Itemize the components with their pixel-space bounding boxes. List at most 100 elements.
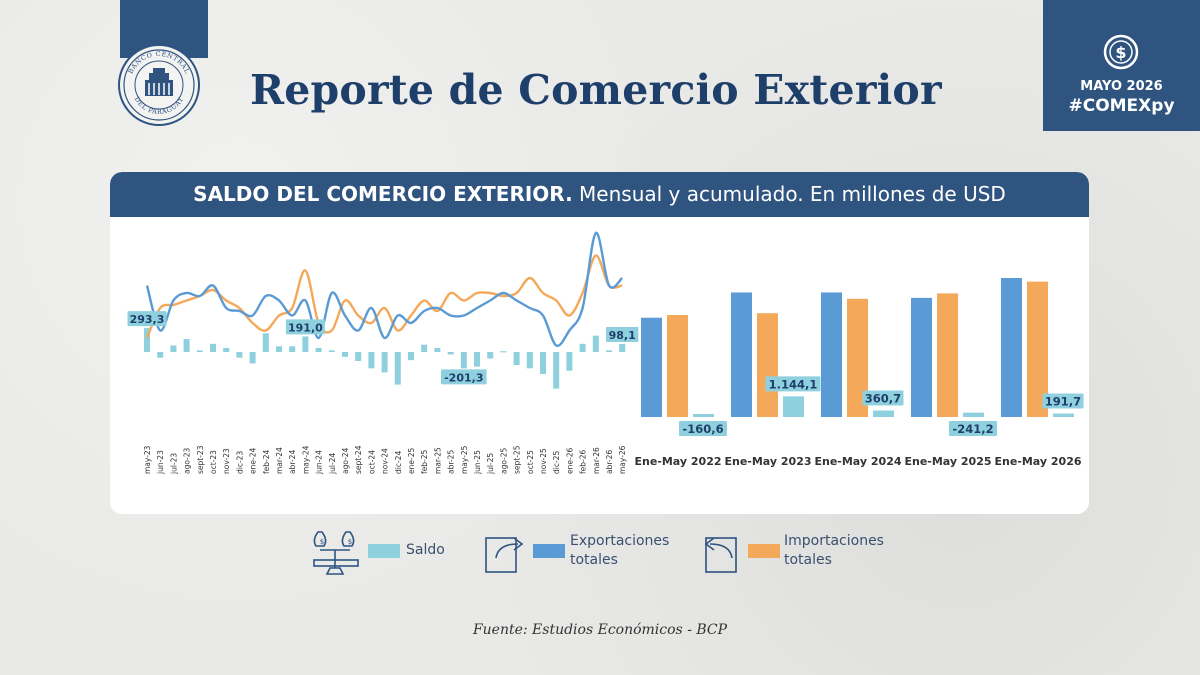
exportaciones-monthly-line (145, 231, 624, 348)
saldo-monthly-label-bg (127, 311, 167, 327)
saldo-monthly-bar (236, 352, 243, 358)
importaciones-cumulative-bar (937, 293, 958, 417)
saldo-monthly-label-bg (441, 369, 487, 385)
saldo-monthly-bar (328, 350, 335, 352)
saldo-monthly-bar (144, 328, 150, 352)
saldo-cumulative-label-text: -160,6 (682, 422, 723, 436)
legend-label-importaciones: Importaciones totales (784, 532, 884, 570)
saldo-monthly-bar (553, 352, 560, 389)
monthly-tick-label: ene-26 (565, 448, 574, 474)
legend-label-exportaciones-line1: Exportaciones (570, 533, 670, 549)
saldo-monthly-bar (157, 352, 164, 358)
saldo-monthly-bar (381, 352, 388, 373)
importaciones-swatch (748, 544, 780, 558)
monthly-tick-label: ago-24 (341, 447, 350, 474)
monthly-tick-label: ago-23 (183, 447, 192, 474)
monthly-tick-label: jul-24 (328, 453, 337, 475)
source-note: Fuente: Estudios Económicos - BCP (472, 622, 728, 638)
legend-item-importaciones: Importaciones totales (696, 528, 896, 584)
exportaciones-cumulative-bar (911, 297, 932, 417)
saldo-monthly-label-text: 98,1 (609, 329, 636, 342)
saldo-monthly-bar (289, 346, 296, 352)
saldo-cumulative-bar (783, 396, 804, 417)
cumulative-category-label: Ene-May 2022 (634, 455, 721, 468)
chart-card-header: SALDO DEL COMERCIO EXTERIOR. Mensual y a… (110, 172, 1089, 217)
importaciones-cumulative-bar (1027, 281, 1048, 417)
svg-text:$: $ (320, 538, 324, 546)
saldo-cumulative-data-label: 1.144,1 (765, 376, 821, 392)
saldo-monthly-bar (500, 351, 507, 353)
saldo-monthly-bar (276, 346, 282, 352)
exportaciones-cumulative-bar (731, 292, 752, 417)
saldo-monthly-data-label: 191,0 (285, 319, 325, 335)
monthly-tick-label: jul-23 (169, 453, 178, 475)
monthly-tick-label: jun-25 (473, 450, 482, 475)
hashtag: #COMEXpy (1068, 96, 1175, 116)
saldo-cumulative-label-text: 1.144,1 (769, 377, 818, 391)
saldo-cumulative-bar (693, 414, 714, 417)
saldo-monthly-data-label: -201,3 (441, 369, 487, 385)
saldo-monthly-bar (526, 352, 533, 369)
saldo-monthly-bar (262, 333, 269, 352)
saldo-monthly-bar (342, 352, 348, 357)
monthly-tick-label: sept-24 (354, 445, 363, 474)
exportaciones-cumulative-bar (641, 317, 662, 417)
exportaciones-cumulative-bar (821, 292, 842, 417)
monthly-tick-label: may-25 (460, 445, 469, 474)
monthly-tick-label: jun-24 (315, 450, 324, 475)
monthly-tick-label: mar-26 (592, 447, 601, 474)
saldo-monthly-bar (606, 350, 612, 352)
saldo-cumulative-label-bg (765, 376, 821, 392)
importaciones-cumulative-bar (667, 315, 688, 417)
monthly-tick-label: may-23 (143, 445, 152, 474)
saldo-monthly-bar (592, 335, 599, 352)
saldo-monthly-bar (513, 352, 520, 366)
saldo-monthly-bar (315, 347, 322, 352)
saldo-monthly-data-label: 98,1 (606, 327, 639, 343)
legend-label-importaciones-line2: totales (784, 552, 832, 568)
legend-label-exportaciones: Exportaciones totales (570, 532, 669, 570)
dollar-coin-icon: $ (1103, 34, 1139, 70)
bank-building-icon: BANCO CENTRAL DEL PARAGUAY (123, 49, 195, 121)
monthly-tick-label: ene-24 (249, 448, 258, 474)
monthly-tick-label: mar-24 (275, 447, 284, 474)
exportaciones-swatch (533, 544, 565, 558)
saldo-monthly-bar (619, 344, 626, 352)
legend-label-importaciones-line1: Importaciones (784, 533, 884, 549)
saldo-monthly-bar (183, 338, 190, 352)
import-arrow-icon (704, 537, 737, 573)
saldo-cumulative-data-label: -241,2 (949, 421, 997, 436)
saldo-cumulative-bar (1053, 413, 1074, 417)
monthly-tick-label: ene-25 (407, 448, 416, 474)
importaciones-monthly-line (145, 254, 623, 339)
saldo-swatch (368, 544, 400, 558)
monthly-tick-label: jul-25 (486, 453, 495, 475)
svg-text:$: $ (1115, 43, 1126, 62)
saldo-monthly-label-text: 293,3 (130, 313, 165, 326)
saldo-monthly-bar (447, 352, 454, 355)
monthly-tick-label: dic-24 (394, 451, 403, 474)
monthly-tick-label: jun-23 (156, 450, 165, 475)
monthly-tick-label: oct-23 (209, 450, 218, 474)
saldo-cumulative-bar (963, 412, 984, 417)
cumulative-category-label: Ene-May 2025 (904, 455, 991, 468)
saldo-monthly-bar (579, 343, 586, 352)
bcp-logo: BANCO CENTRAL DEL PARAGUAY (118, 44, 200, 126)
saldo-monthly-bar (368, 352, 375, 369)
saldo-monthly-bar (408, 352, 414, 361)
monthly-tick-label: dic-23 (235, 451, 244, 474)
monthly-tick-label: abr-24 (288, 450, 297, 474)
saldo-cumulative-bar (873, 410, 894, 417)
cumulative-category-label: Ene-May 2023 (724, 455, 811, 468)
cumulative-category-label: Ene-May 2024 (814, 455, 901, 468)
saldo-monthly-bar (487, 352, 494, 359)
saldo-cumulative-label-text: -241,2 (952, 422, 993, 436)
monthly-tick-label: sept-25 (513, 445, 522, 474)
legend-item-exportaciones: Exportaciones totales (482, 528, 682, 584)
monthly-tick-label: abr-25 (447, 450, 456, 474)
saldo-cumulative-label-text: 191,7 (1045, 395, 1081, 409)
monthly-tick-label: nov-25 (539, 448, 548, 474)
importaciones-cumulative-bar (847, 298, 868, 417)
saldo-monthly-bar (421, 344, 428, 352)
monthly-tick-label: oct-25 (526, 450, 535, 474)
